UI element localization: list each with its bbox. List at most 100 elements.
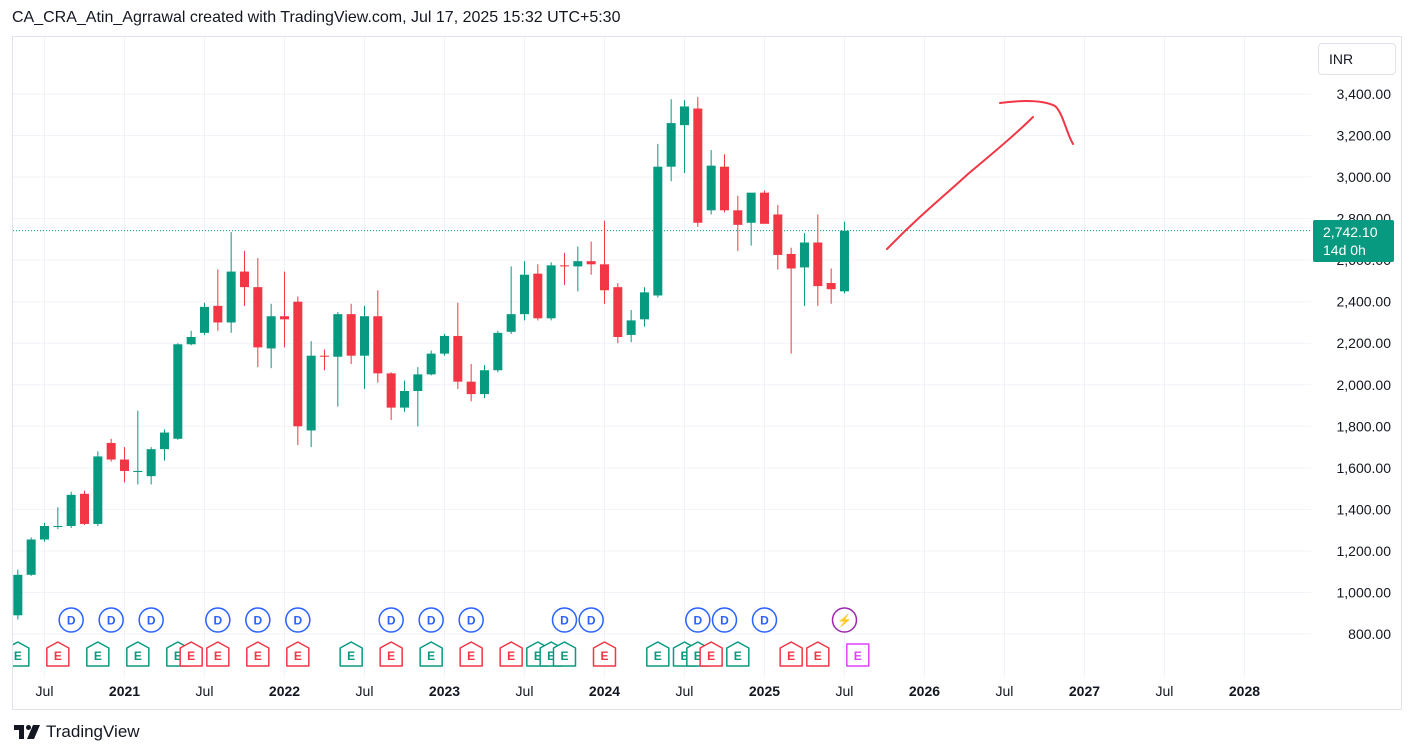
candle-body: [293, 301, 303, 427]
svg-text:⚡: ⚡: [837, 614, 852, 628]
split-event-marker[interactable]: ⚡: [831, 607, 858, 633]
candle-body: [226, 271, 236, 323]
tradingview-brand[interactable]: TradingView: [14, 722, 140, 742]
dividend-event-marker[interactable]: D: [711, 607, 738, 633]
candle-body: [306, 355, 316, 431]
projection-peak-curve[interactable]: [999, 100, 1074, 145]
candle: [226, 232, 236, 333]
time-tick-label: 2024: [589, 683, 620, 699]
earnings-event-marker[interactable]: E: [126, 641, 150, 667]
dividend-event-marker[interactable]: D: [138, 607, 164, 633]
price-tick-label: 1,800.00: [1337, 418, 1392, 434]
projection-curve[interactable]: [886, 116, 1034, 250]
currency-button[interactable]: INR: [1318, 43, 1396, 75]
dividend-event-marker[interactable]: D: [285, 607, 311, 633]
candle: [706, 150, 716, 215]
earnings-event-marker[interactable]: E: [779, 641, 803, 667]
time-tick-label: Jul: [676, 683, 694, 699]
candle-body: [413, 374, 423, 391]
svg-text:E: E: [694, 649, 702, 663]
earnings-event-marker[interactable]: E: [46, 641, 70, 667]
earnings-event-marker[interactable]: E: [13, 641, 30, 667]
dividend-event-marker[interactable]: D: [418, 607, 444, 633]
candle-body: [79, 493, 89, 524]
candle-body: [453, 335, 463, 382]
svg-text:E: E: [560, 649, 568, 663]
earnings-event-marker[interactable]: E: [459, 641, 483, 667]
dividend-event-marker[interactable]: D: [98, 607, 124, 633]
chart-canvas[interactable]: D D D D D D D D D D D D D D ⚡E E E E E E E E E E E E E E E E E E E E E E E E E…: [13, 37, 1401, 709]
earnings-event-marker[interactable]: E: [379, 641, 403, 667]
candle: [199, 302, 209, 335]
earnings-event-marker[interactable]: E: [419, 641, 443, 667]
candle: [679, 100, 689, 173]
dividend-event-marker[interactable]: D: [58, 607, 84, 633]
time-tick-label: Jul: [516, 683, 534, 699]
svg-text:E: E: [347, 649, 355, 663]
dividend-event-marker[interactable]: D: [551, 607, 578, 633]
candle-body: [199, 306, 209, 333]
earnings-event-marker[interactable]: E: [499, 641, 523, 667]
earnings-event-marker[interactable]: E: [726, 641, 750, 667]
candle: [586, 241, 596, 275]
svg-text:D: D: [720, 614, 729, 628]
earnings-event-marker[interactable]: E: [552, 641, 577, 667]
svg-text:E: E: [294, 649, 302, 663]
earnings-event-marker[interactable]: E: [806, 641, 830, 667]
price-axis[interactable]: 800.00 1,000.00 1,200.00 1,400.00 1,600.00 1,…: [1337, 86, 1392, 642]
candle-body: [586, 261, 596, 265]
event-markers[interactable]: D D D D D D D D D D D D D D ⚡E E E E E E E E E E E E E E E E E E E E E E E E E…: [13, 607, 870, 667]
candle-body: [626, 320, 636, 335]
candle-body: [559, 265, 569, 267]
earnings-event-marker[interactable]: E: [592, 641, 617, 667]
svg-text:D: D: [213, 614, 222, 628]
candle: [546, 262, 556, 321]
svg-text:E: E: [787, 649, 795, 663]
dividend-event-marker[interactable]: D: [685, 607, 711, 633]
price-tick-label: 800.00: [1348, 626, 1391, 642]
dividend-event-marker[interactable]: D: [578, 607, 604, 633]
candle-body: [373, 316, 383, 374]
candle: [40, 522, 49, 542]
earnings-event-marker[interactable]: E: [206, 641, 230, 667]
candle: [426, 350, 436, 376]
dividend-event-marker[interactable]: D: [205, 607, 231, 633]
svg-text:D: D: [760, 614, 769, 628]
time-axis[interactable]: Jul 2021 Jul 2022 Jul 2023 Jul 2024 Jul 2025 Jul 20…: [36, 683, 1261, 699]
earnings-event-marker[interactable]: E: [179, 641, 203, 667]
svg-text:D: D: [560, 614, 569, 628]
candle-body: [40, 526, 49, 540]
last-price-value: 2,742.10: [1323, 224, 1378, 240]
candle-body: [159, 432, 169, 450]
earnings-event-marker[interactable]: E: [246, 641, 270, 667]
candle: [493, 330, 503, 373]
earnings-event-marker[interactable]: E: [86, 641, 110, 667]
candle: [506, 266, 516, 334]
chart-frame[interactable]: D D D D D D D D D D D D D D ⚡ E E E E E E E E E E E E E E E E E E E E E E E E E…: [12, 36, 1402, 710]
svg-text:D: D: [467, 614, 476, 628]
earnings-event-marker[interactable]: E: [339, 641, 363, 667]
candle: [66, 491, 76, 529]
svg-text:D: D: [387, 614, 396, 628]
candle-body: [266, 316, 276, 349]
hand-drawn-projection[interactable]: [886, 100, 1074, 250]
candle: [386, 372, 396, 421]
time-tick-label: 2026: [909, 683, 940, 699]
earnings-event-marker[interactable]: E: [286, 641, 310, 667]
earnings-event-marker[interactable]: E: [699, 641, 723, 667]
candle-body: [746, 192, 756, 223]
dividend-event-marker[interactable]: D: [458, 607, 484, 633]
earnings-event-marker[interactable]: E: [846, 643, 870, 667]
candles: [13, 97, 849, 620]
dividend-event-marker[interactable]: D: [378, 607, 404, 633]
grid-lines: [13, 37, 1311, 677]
candle-body: [239, 271, 249, 288]
candle-body: [253, 287, 263, 348]
earnings-event-marker[interactable]: E: [646, 641, 670, 667]
candle-body: [386, 373, 396, 408]
dividend-event-marker[interactable]: D: [245, 607, 271, 633]
svg-text:E: E: [814, 649, 822, 663]
candle-body: [133, 470, 143, 472]
time-tick-label: 2023: [429, 683, 460, 699]
dividend-event-marker[interactable]: D: [751, 607, 778, 633]
